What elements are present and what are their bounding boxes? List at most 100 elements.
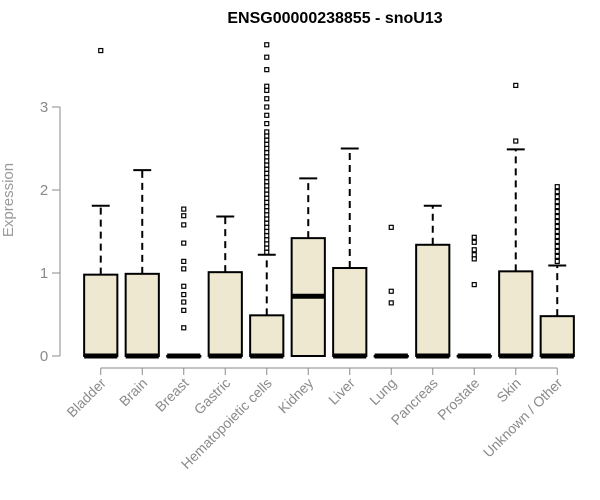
box-iqr [415, 243, 451, 357]
outlier-point [471, 239, 477, 245]
outlier-point [264, 216, 270, 222]
outlier-point [554, 208, 560, 215]
outlier-point [264, 42, 270, 48]
outlier-point [471, 282, 477, 288]
outlier-point [554, 204, 560, 210]
outlier-point [181, 325, 187, 331]
outlier-point [264, 224, 270, 230]
outlier-point [264, 87, 270, 94]
box-iqr [207, 271, 243, 358]
outlier-point [264, 170, 270, 176]
outlier-point [554, 253, 560, 259]
outlier-point [264, 179, 270, 185]
outlier-point [471, 252, 477, 258]
box-iqr [83, 273, 119, 357]
y-tick-label: 1 [40, 265, 48, 282]
box-series [83, 42, 575, 359]
outlier-point [264, 204, 270, 210]
outlier-point [554, 258, 560, 264]
outlier-point [554, 233, 560, 240]
outlier-point [554, 213, 560, 220]
y-tick-label: 2 [40, 182, 48, 199]
outlier-point [264, 129, 270, 135]
box-group [166, 206, 202, 359]
chart-title: ENSG00000238855 - snoU13 [227, 10, 442, 27]
x-tick-label: Bladder [63, 375, 109, 421]
box-group [456, 234, 492, 359]
outlier-point [264, 237, 270, 243]
outlier-point [264, 162, 270, 168]
box-group [332, 147, 368, 359]
x-tick-label: Prostate [434, 375, 482, 423]
outlier-point [264, 120, 270, 127]
x-tick-label: Kidney [275, 375, 317, 417]
outlier-point [554, 243, 560, 250]
outlier-point [264, 187, 270, 193]
outlier-point [264, 137, 270, 143]
outlier-point [264, 83, 270, 89]
box-group [207, 215, 243, 359]
outlier-point [264, 67, 270, 73]
outlier-point [554, 184, 560, 190]
box-group [290, 177, 326, 357]
box-iqr [498, 270, 534, 357]
outlier-point [388, 288, 394, 294]
outlier-point [264, 195, 270, 201]
outlier-point [181, 307, 187, 313]
box-group [373, 224, 409, 359]
outlier-point [264, 249, 270, 255]
outlier-point [181, 299, 187, 305]
y-tick-label: 0 [40, 348, 48, 365]
outlier-point [264, 241, 270, 247]
box-iqr [249, 314, 285, 357]
outlier-point [264, 54, 270, 60]
outlier-point [264, 199, 270, 206]
outlier-point [264, 96, 270, 102]
outlier-point [554, 218, 560, 225]
outlier-point [264, 183, 270, 189]
x-tick-label: Breast [152, 375, 192, 415]
y-tick-label: 3 [40, 99, 48, 116]
outlier-point [181, 258, 187, 264]
box-group [124, 169, 160, 359]
outlier-point [181, 222, 187, 228]
outlier-point [554, 248, 560, 255]
outlier-point [264, 112, 270, 118]
y-axis: 0 1 2 3 [40, 99, 61, 365]
outlier-point [554, 238, 560, 245]
box-group [498, 82, 534, 359]
box-group [249, 42, 285, 359]
outlier-point [181, 213, 187, 219]
outlier-point [264, 212, 270, 218]
outlier-point [264, 145, 270, 152]
outlier-point [554, 189, 560, 195]
outlier-point [471, 247, 477, 253]
outlier-point [264, 150, 270, 156]
outlier-point [181, 240, 187, 246]
outlier-point [264, 166, 270, 172]
outlier-point [264, 245, 270, 251]
outlier-point [181, 206, 187, 212]
outlier-point [264, 158, 270, 164]
outlier-point [98, 47, 104, 54]
outlier-point [554, 223, 560, 230]
outlier-point [181, 266, 187, 272]
outlier-point [181, 291, 187, 298]
outlier-point [388, 300, 394, 306]
x-axis [100, 367, 558, 375]
outlier-point [264, 228, 270, 235]
outlier-point [264, 133, 270, 139]
outlier-point [264, 141, 270, 147]
box-group [83, 47, 119, 359]
outlier-point [554, 194, 560, 200]
box-iqr [539, 315, 575, 358]
outlier-point [264, 174, 270, 181]
outlier-point [554, 199, 560, 205]
outlier-point [264, 208, 270, 214]
y-axis-label: Expression [0, 163, 17, 237]
outlier-point [471, 256, 477, 262]
box-group [539, 184, 575, 359]
